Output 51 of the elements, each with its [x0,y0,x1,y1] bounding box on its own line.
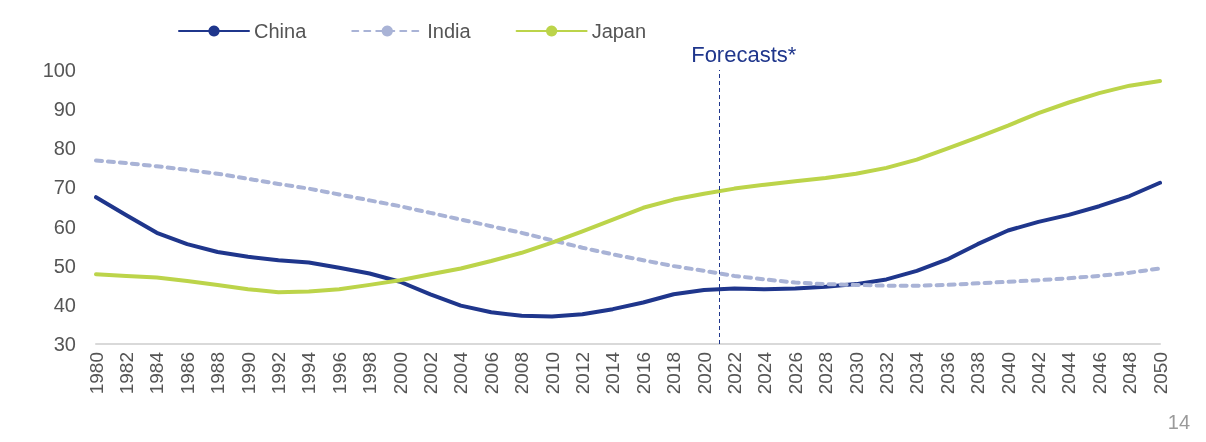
x-tick-label: 2000 [389,352,411,395]
x-tick-label: 2040 [997,352,1019,395]
x-tick-label: 2002 [419,352,441,395]
x-tick-label: 2020 [693,352,715,395]
x-tick-label: 2030 [845,352,867,395]
x-tick-label: 1980 [85,352,107,395]
x-tick-label: 1986 [176,352,198,395]
x-tick-label: 2032 [875,352,897,395]
x-tick-label: 1990 [237,352,259,395]
x-tick-label: 2036 [936,352,958,395]
y-tick-label: 30 [53,333,76,355]
y-tick-label: 50 [53,254,76,277]
line-series [94,78,1162,295]
x-tick-label: 2024 [754,351,776,395]
y-tick-label: 60 [53,215,76,238]
x-tick-label: 1998 [359,352,381,395]
legend-label: India [427,20,472,42]
ref-line-label: Forecasts* [691,41,797,67]
x-tick-label: 2050 [1149,352,1171,395]
x-tick-label: 1996 [328,352,350,395]
x-tick-label: 2012 [571,352,593,395]
legend-label: China [254,20,308,42]
y-tick-label: 100 [42,59,76,81]
x-tick-label: 1988 [207,352,229,395]
y-tick-label: 80 [53,137,76,160]
x-tick-label: 2008 [511,352,533,395]
x-tick-label: 2018 [663,352,685,395]
x-tick-label: 2034 [906,351,928,395]
x-tick-label: 1984 [146,351,168,395]
y-tick-label: 90 [53,98,76,121]
x-tick-label: 2026 [784,352,806,395]
x-tick-label: 1982 [115,352,137,395]
x-tick-label: 2010 [541,352,563,395]
x-tick-label: 2042 [1027,352,1049,395]
x-tick-label: 2028 [815,352,837,395]
legend-label: Japan [591,20,647,42]
x-tick-label: 2014 [602,351,624,395]
x-tick-label: 2016 [632,352,654,395]
text: 14 [1167,411,1190,433]
x-tick-label: 1992 [267,352,289,395]
x-tick-label: 2004 [450,351,472,395]
x-tick-label: 2038 [967,352,989,395]
x-tick-label: 2044 [1058,351,1080,395]
x-tick-label: 1994 [298,351,320,395]
x-tick-label: 2048 [1119,352,1141,395]
x-tick-label: 2006 [480,352,502,395]
x-tick-label: 2046 [1088,352,1110,395]
line-series [94,158,1162,288]
x-tick-label: 2022 [723,352,745,395]
y-tick-label: 40 [53,293,76,316]
y-tick-label: 70 [53,176,76,199]
